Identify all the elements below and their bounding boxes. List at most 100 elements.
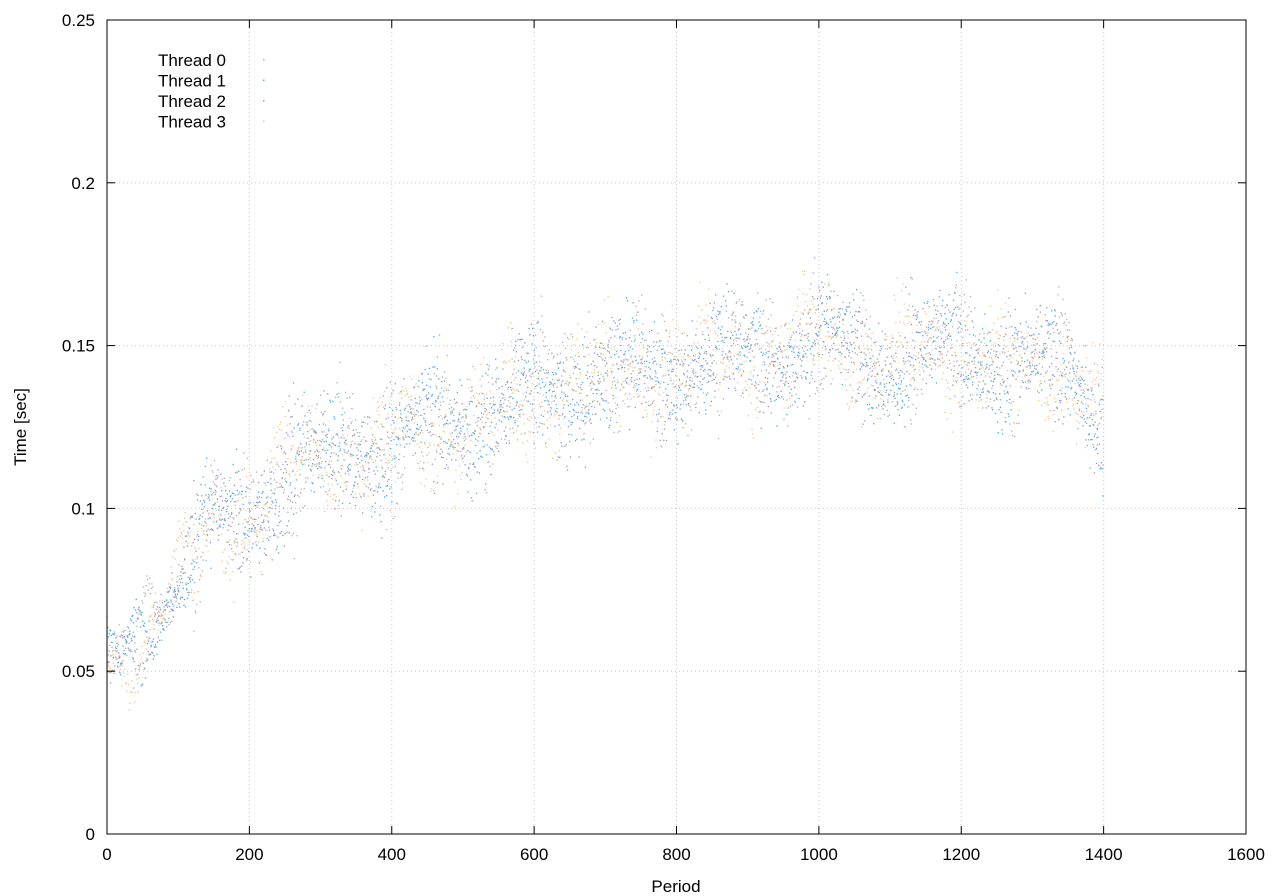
data-point xyxy=(715,346,718,348)
data-point xyxy=(667,340,669,343)
data-point xyxy=(952,313,954,315)
data-point xyxy=(1055,357,1057,359)
data-point xyxy=(437,397,439,400)
data-point xyxy=(658,409,661,411)
data-point xyxy=(409,429,411,431)
data-point xyxy=(317,455,320,457)
data-point xyxy=(833,290,835,293)
data-point xyxy=(144,622,146,624)
data-point xyxy=(958,326,960,328)
data-point xyxy=(765,369,767,371)
data-point xyxy=(401,420,403,422)
data-point xyxy=(168,617,170,619)
data-point xyxy=(607,296,609,298)
data-point xyxy=(287,409,290,412)
data-point xyxy=(379,486,382,489)
data-point xyxy=(709,354,711,356)
data-point xyxy=(849,311,851,313)
data-point xyxy=(804,376,807,378)
data-point xyxy=(282,534,284,537)
data-point xyxy=(460,454,463,456)
data-point xyxy=(459,474,461,477)
data-point xyxy=(972,321,974,323)
data-point xyxy=(904,389,906,391)
data-point xyxy=(251,508,253,511)
data-point xyxy=(429,431,431,433)
data-point xyxy=(418,446,421,448)
data-point xyxy=(193,581,196,584)
data-point xyxy=(1010,409,1012,411)
data-point xyxy=(605,332,607,334)
data-point xyxy=(543,423,545,426)
data-point xyxy=(1030,334,1032,337)
data-point xyxy=(626,377,629,379)
data-point xyxy=(702,378,704,380)
data-point xyxy=(762,310,765,312)
data-point xyxy=(668,336,671,338)
data-point xyxy=(1056,322,1058,325)
data-point xyxy=(525,361,527,364)
data-point xyxy=(779,361,781,364)
data-point xyxy=(1037,316,1039,318)
data-point xyxy=(661,352,663,355)
data-point xyxy=(1024,352,1026,355)
data-point xyxy=(107,661,110,664)
data-point xyxy=(1102,398,1104,401)
data-point xyxy=(383,454,385,456)
data-point xyxy=(641,294,643,296)
data-point xyxy=(579,372,581,374)
data-point xyxy=(228,479,231,482)
data-point xyxy=(314,431,316,433)
data-point xyxy=(1096,428,1098,431)
data-point xyxy=(468,467,470,469)
data-point xyxy=(186,597,189,600)
data-point xyxy=(748,378,750,380)
data-point xyxy=(688,344,691,347)
data-point xyxy=(603,400,605,402)
data-point xyxy=(665,330,668,332)
data-point xyxy=(294,487,296,490)
data-point xyxy=(1070,346,1073,348)
data-point xyxy=(312,474,314,476)
data-point xyxy=(205,522,207,524)
data-point xyxy=(449,399,451,401)
data-point xyxy=(299,468,301,471)
data-point xyxy=(125,640,127,643)
data-point xyxy=(416,409,418,412)
data-point xyxy=(602,347,604,350)
data-point xyxy=(890,377,893,380)
data-point xyxy=(634,338,636,340)
data-point xyxy=(124,668,126,670)
data-point xyxy=(655,439,657,441)
data-point xyxy=(928,352,930,354)
data-point xyxy=(450,435,453,438)
data-point xyxy=(749,360,751,362)
data-point xyxy=(682,420,684,422)
data-point xyxy=(637,328,639,330)
data-point xyxy=(616,421,618,424)
data-point xyxy=(381,466,383,468)
data-point xyxy=(1019,370,1021,373)
data-point xyxy=(561,414,563,416)
data-point xyxy=(285,471,288,474)
data-point xyxy=(772,353,774,356)
data-point xyxy=(861,396,863,398)
data-point xyxy=(989,376,991,378)
data-point xyxy=(608,341,610,344)
data-point xyxy=(1074,391,1076,394)
data-point xyxy=(116,642,118,644)
data-point xyxy=(539,392,542,395)
data-point xyxy=(537,391,539,394)
data-point xyxy=(466,475,468,477)
data-point xyxy=(445,389,448,391)
data-point xyxy=(834,333,836,335)
data-point xyxy=(603,322,605,324)
data-point xyxy=(425,345,427,348)
data-point xyxy=(800,340,802,342)
data-point xyxy=(141,685,143,687)
data-point xyxy=(300,443,302,445)
data-point xyxy=(1097,424,1099,426)
data-point xyxy=(547,404,549,406)
data-point xyxy=(1042,350,1044,352)
data-point xyxy=(238,511,241,513)
